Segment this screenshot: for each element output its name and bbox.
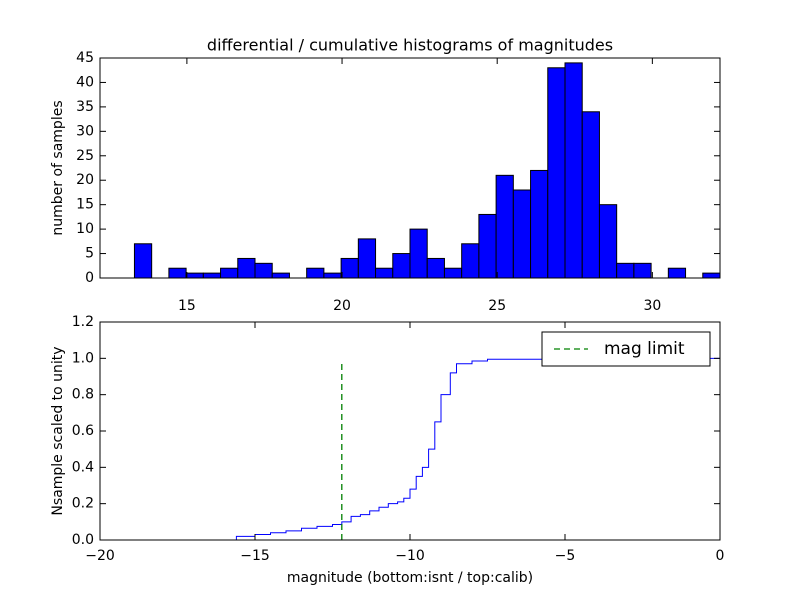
x-tick-label: −5 <box>555 548 576 564</box>
y-tick-label: 0.0 <box>72 532 94 548</box>
y-tick-label: 25 <box>76 148 94 164</box>
histogram-bar <box>409 228 428 279</box>
histogram-bar <box>633 262 652 279</box>
x-tick-label: 15 <box>178 298 196 314</box>
histogram-bar <box>357 238 377 279</box>
y-tick-label: 10 <box>76 221 94 237</box>
y-tick-label: 0.6 <box>72 423 94 439</box>
histogram-bar <box>478 213 497 279</box>
histogram-bar <box>133 243 153 279</box>
legend-label: mag limit <box>604 339 685 359</box>
y-tick-label: 30 <box>76 123 94 139</box>
plot-frame <box>99 57 721 279</box>
y-tick-label: 5 <box>85 246 94 262</box>
x-tick-label: −10 <box>395 548 425 564</box>
y-tick-label: 40 <box>76 74 94 90</box>
x-tick-label: −20 <box>85 548 115 564</box>
histogram-bar <box>530 169 549 279</box>
y-tick-label: 0 <box>85 270 94 286</box>
y-tick-label: 35 <box>76 99 94 115</box>
x-tick-label: 0 <box>716 548 725 564</box>
y-tick-label: 1.2 <box>72 314 94 330</box>
histogram-bar <box>443 267 463 279</box>
y-tick-label: 20 <box>76 172 94 188</box>
cumulative-line <box>100 357 721 541</box>
histogram-bar <box>512 189 532 279</box>
histogram-bar <box>598 204 618 279</box>
y-tick-label: 0.4 <box>72 459 94 475</box>
x-axis-label: magnitude (bottom:isnt / top:calib) <box>287 570 533 586</box>
x-tick-label: 25 <box>488 298 506 314</box>
y-tick-label: 0.2 <box>72 496 94 512</box>
histogram-bar <box>581 111 600 279</box>
histogram-bar <box>426 257 445 279</box>
histogram-bar <box>461 243 480 279</box>
histogram-bar <box>220 267 239 279</box>
y-axis-label: Nsample scaled to unity <box>50 346 66 515</box>
histogram-bar <box>392 253 411 279</box>
histogram-bar <box>323 272 342 279</box>
histogram-bar <box>202 272 222 279</box>
histogram-bar <box>547 67 566 279</box>
histogram-bar <box>168 267 187 279</box>
histogram-bar <box>702 272 721 279</box>
histogram-bar <box>667 267 687 279</box>
chart-title: differential / cumulative histograms of … <box>207 36 613 55</box>
y-tick-label: 15 <box>76 197 94 213</box>
y-tick-label: 45 <box>76 50 94 66</box>
histogram-bar <box>306 267 325 279</box>
y-tick-label: 1.0 <box>72 350 94 366</box>
histogram-bar <box>254 262 273 279</box>
x-tick-label: 30 <box>643 298 661 314</box>
histogram-bar <box>564 62 583 279</box>
x-tick-label: 20 <box>333 298 351 314</box>
y-tick-label: 0.8 <box>72 387 94 403</box>
histogram-bar <box>237 257 256 279</box>
histogram-bar <box>271 272 290 279</box>
histogram-bar <box>616 262 635 279</box>
histogram-bar <box>340 257 359 279</box>
y-axis-label: number of samples <box>50 100 66 235</box>
histogram-bar <box>185 272 204 279</box>
histogram-bar <box>375 267 394 279</box>
histogram-bar <box>495 174 514 279</box>
x-tick-label: −15 <box>240 548 270 564</box>
